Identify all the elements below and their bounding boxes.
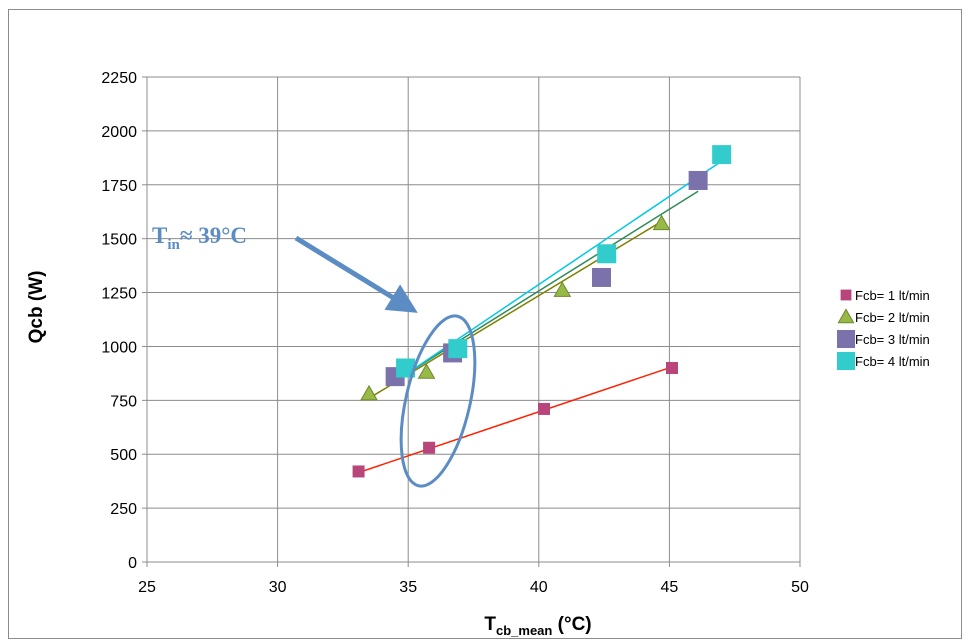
x-axis-title: Tcb_mean (°C) <box>484 614 591 638</box>
x-tick-label: 25 <box>138 579 156 596</box>
data-point-series-2 <box>553 281 572 297</box>
legend-marker-2 <box>837 308 855 324</box>
data-point-series-1 <box>352 465 365 478</box>
trendline-series-4 <box>405 160 723 376</box>
trendline-series-1 <box>358 366 673 474</box>
temperature-annotation: Tin≈ 39°C <box>152 223 477 488</box>
annotation-label: Tin≈ 39°C <box>152 223 247 253</box>
data-point-series-1 <box>423 441 436 454</box>
annotation-ellipse <box>399 314 477 488</box>
data-point-series-2 <box>652 214 671 231</box>
data-point-series-3 <box>591 267 611 287</box>
y-tick-label: 1250 <box>101 286 137 303</box>
data-point-series-2 <box>360 384 378 401</box>
data-point-series-2 <box>417 363 436 379</box>
y-tick-label: 1000 <box>101 339 137 356</box>
legend-marker-1 <box>840 289 852 301</box>
y-tick-label: 250 <box>110 501 137 518</box>
y-axis-title: Qcb (W) <box>26 271 47 344</box>
legend-label-1: Fcb= 1 lt/min <box>855 288 930 303</box>
x-tick-label: 40 <box>530 579 548 596</box>
data-point-series-3 <box>688 170 708 190</box>
data-point-series-4 <box>597 244 617 264</box>
y-tick-label: 1500 <box>101 232 137 249</box>
legend-label-3: Fcb= 3 lt/min <box>855 332 930 347</box>
chart-frame <box>8 9 962 639</box>
legend-marker-3 <box>836 329 856 349</box>
x-tick-label: 45 <box>661 579 679 596</box>
legend-marker-4 <box>836 351 856 371</box>
legend-label-4: Fcb= 4 lt/min <box>855 354 930 369</box>
y-tick-label: 500 <box>110 447 137 464</box>
data-point-series-4 <box>712 145 732 165</box>
y-tick-label: 750 <box>110 393 137 410</box>
x-tick-label: 50 <box>791 579 809 596</box>
data-point-series-4 <box>396 358 416 378</box>
y-tick-label: 2250 <box>101 70 137 87</box>
y-tick-label: 2000 <box>101 124 137 141</box>
legend: Fcb= 1 lt/min Fcb= 2 lt/min Fcb= 3 lt/min F… <box>836 288 930 371</box>
data-point-series-1 <box>538 402 551 415</box>
legend-label-2: Fcb= 2 lt/min <box>855 310 930 325</box>
y-tick-label: 1750 <box>101 178 137 195</box>
trendline-series-3 <box>394 190 699 382</box>
data-point-series-1 <box>666 362 679 374</box>
data-point-series-4 <box>448 339 468 359</box>
x-tick-label: 35 <box>399 579 417 596</box>
y-tick-label: 0 <box>128 555 137 572</box>
x-tick-label: 30 <box>269 579 287 596</box>
annotation-arrow <box>294 235 418 313</box>
